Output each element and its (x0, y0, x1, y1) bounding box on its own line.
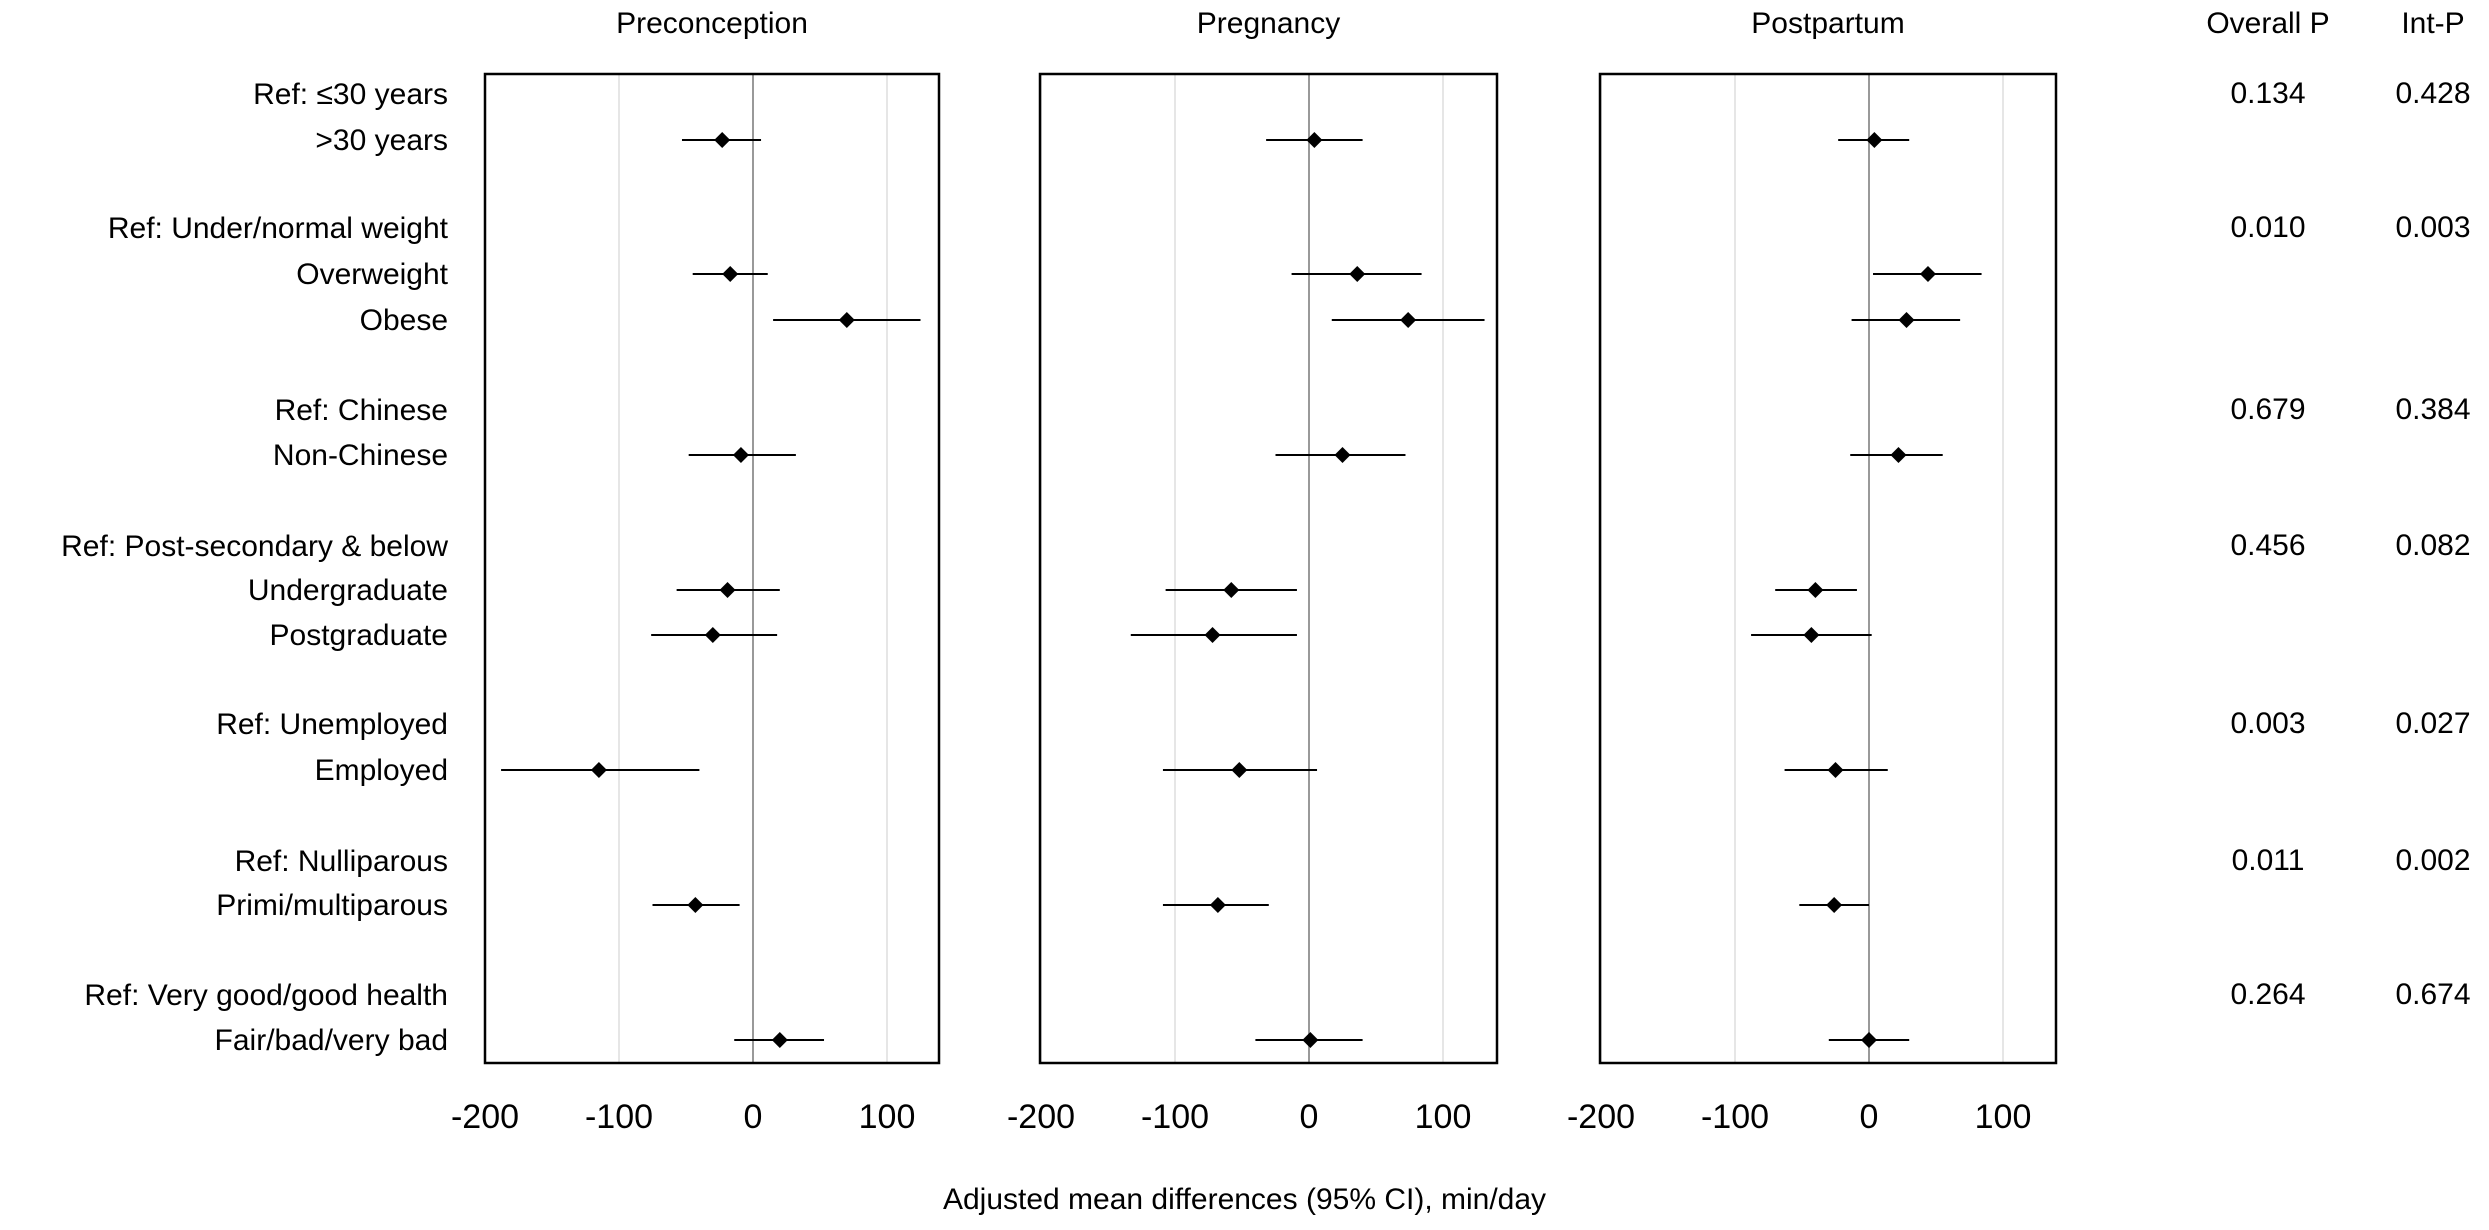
point-estimate (722, 266, 739, 282)
point-estimate (1306, 132, 1323, 148)
int-p-value: 0.428 (2395, 77, 2470, 110)
panel-frame (1038, 72, 1499, 1065)
x-tick-label: -200 (1007, 1098, 1075, 1136)
point-estimate (1919, 266, 1936, 282)
x-tick-label: 0 (744, 1098, 763, 1136)
x-axis-label: Adjusted mean differences (95% CI), min/… (942, 1183, 1547, 1216)
int-p-value: 0.002 (2395, 844, 2470, 877)
point-estimate (1803, 627, 1820, 643)
row-label: Obese (360, 304, 448, 337)
panel-frame (1598, 72, 2058, 1065)
row-label: Fair/bad/very bad (215, 1024, 448, 1057)
int-p-header: Int-P (2401, 7, 2464, 40)
point-estimate (732, 447, 749, 463)
row-label: >30 years (315, 124, 448, 157)
point-estimate (838, 312, 855, 328)
x-tick-label: -200 (451, 1098, 519, 1136)
point-estimate (1223, 582, 1240, 598)
point-estimate (1349, 266, 1366, 282)
panel-title: Pregnancy (1197, 7, 1340, 40)
row-label: Overweight (296, 258, 448, 291)
point-estimate (1898, 312, 1915, 328)
x-tick-label: -100 (1141, 1098, 1209, 1136)
point-estimate (1204, 627, 1221, 643)
overall-p-value: 0.003 (2230, 707, 2305, 740)
point-estimate (1231, 762, 1248, 778)
overall-p-header: Overall P (2206, 7, 2329, 40)
point-estimate (771, 1032, 788, 1048)
x-tick-label: 0 (1860, 1098, 1879, 1136)
row-label: Postgraduate (270, 619, 448, 652)
panel-title: Preconception (616, 7, 808, 40)
point-estimate (1400, 312, 1417, 328)
int-p-value: 0.027 (2395, 707, 2470, 740)
point-estimate (590, 762, 607, 778)
point-estimate (1827, 762, 1844, 778)
overall-p-value: 0.134 (2230, 77, 2305, 110)
reference-label: Ref: Very good/good health (84, 979, 448, 1012)
reference-label: Ref: Post-secondary & below (61, 530, 448, 563)
point-estimate (704, 627, 721, 643)
x-tick-label: -200 (1567, 1098, 1635, 1136)
x-tick-label: 100 (1415, 1098, 1472, 1136)
point-estimate (1890, 447, 1907, 463)
int-p-value: 0.082 (2395, 529, 2470, 562)
reference-label: Ref: Chinese (275, 394, 448, 427)
row-label: Non-Chinese (273, 439, 448, 472)
overall-p-value: 0.264 (2230, 978, 2305, 1011)
int-p-value: 0.003 (2395, 211, 2470, 244)
point-estimate (1209, 897, 1226, 913)
point-estimate (1866, 132, 1883, 148)
point-estimate (714, 132, 731, 148)
panel-frame (483, 72, 941, 1065)
point-estimate (1807, 582, 1824, 598)
point-estimate (719, 582, 736, 598)
overall-p-value: 0.011 (2232, 844, 2305, 877)
point-estimate (1302, 1032, 1319, 1048)
x-tick-label: 100 (859, 1098, 916, 1136)
overall-p-value: 0.010 (2230, 211, 2305, 244)
row-label: Primi/multiparous (216, 889, 448, 922)
point-estimate (1826, 897, 1843, 913)
point-estimate (1861, 1032, 1877, 1048)
row-label: Undergraduate (248, 574, 448, 607)
point-estimate (1334, 447, 1351, 463)
reference-label: Ref: Unemployed (216, 708, 448, 741)
reference-label: Ref: Nulliparous (235, 845, 448, 878)
int-p-value: 0.384 (2395, 393, 2470, 426)
point-estimate (687, 897, 704, 913)
row-label: Employed (315, 754, 448, 787)
panel-title: Postpartum (1751, 7, 1904, 40)
overall-p-value: 0.679 (2230, 393, 2305, 426)
x-tick-label: 0 (1300, 1098, 1319, 1136)
int-p-value: 0.674 (2395, 978, 2470, 1011)
x-tick-label: -100 (585, 1098, 653, 1136)
x-tick-label: 100 (1975, 1098, 2032, 1136)
overall-p-value: 0.456 (2230, 529, 2305, 562)
reference-label: Ref: ≤30 years (253, 78, 448, 111)
x-tick-label: -100 (1701, 1098, 1769, 1136)
reference-label: Ref: Under/normal weight (108, 212, 449, 245)
